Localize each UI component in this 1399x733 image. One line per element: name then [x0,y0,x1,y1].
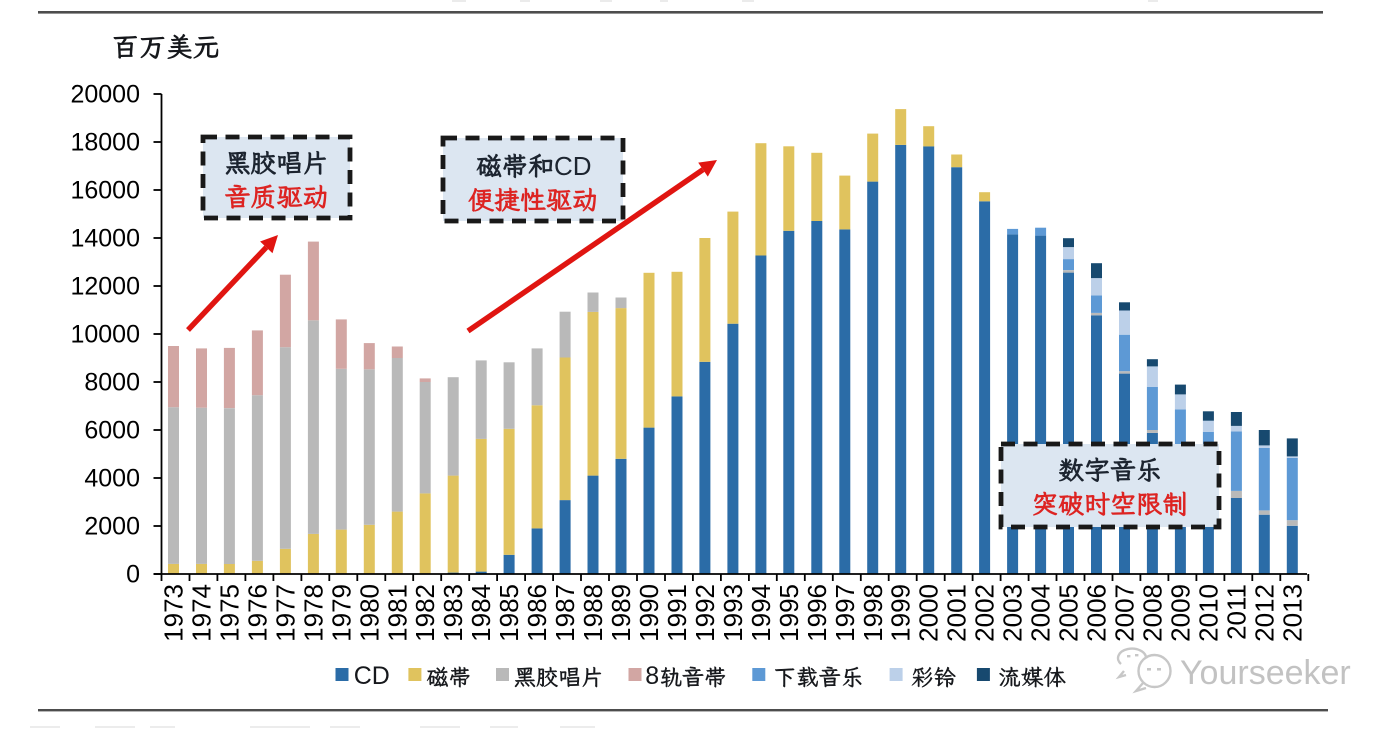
svg-text:10000: 10000 [70,321,140,349]
svg-text:4000: 4000 [84,465,140,493]
svg-text:1974: 1974 [187,584,217,642]
svg-text:1980: 1980 [354,584,384,642]
svg-text:1975: 1975 [214,584,244,642]
svg-text:8: 8 [645,662,659,690]
svg-text:1973: 1973 [159,584,189,642]
svg-text:CD: CD [354,662,390,690]
svg-text:1976: 1976 [242,584,272,642]
svg-text:2013: 2013 [1277,584,1307,642]
svg-text:6000: 6000 [84,417,140,445]
svg-text:CD: CD [554,151,592,181]
svg-text:2005: 2005 [1054,584,1084,642]
svg-text:2007: 2007 [1110,584,1140,642]
svg-text:1987: 1987 [550,584,580,642]
svg-text:1986: 1986 [522,584,552,642]
svg-text:12000: 12000 [70,273,140,301]
svg-text:1982: 1982 [410,584,440,642]
svg-text:1994: 1994 [746,584,776,642]
svg-text:14000: 14000 [70,225,140,253]
svg-text:1991: 1991 [662,584,692,642]
svg-text:1978: 1978 [298,584,328,642]
svg-text:1988: 1988 [578,584,608,642]
svg-text:2000: 2000 [914,584,944,642]
svg-text:20000: 20000 [70,81,140,109]
svg-text:2006: 2006 [1082,584,1112,642]
svg-text:Yourseeker: Yourseeker [1180,654,1351,692]
svg-text:1998: 1998 [858,584,888,642]
svg-text:1999: 1999 [886,584,916,642]
svg-text:2003: 2003 [998,584,1028,642]
svg-text:1990: 1990 [634,584,664,642]
svg-text:2001: 2001 [942,584,972,642]
svg-text:1985: 1985 [494,584,524,642]
svg-text:1989: 1989 [606,584,636,642]
svg-text:2010: 2010 [1193,584,1223,642]
svg-text:1984: 1984 [466,584,496,642]
svg-text:0: 0 [126,561,140,589]
svg-text:2004: 2004 [1026,584,1056,642]
svg-text:18000: 18000 [70,129,140,157]
svg-text:1995: 1995 [774,584,804,642]
svg-text:1979: 1979 [326,584,356,642]
svg-text:1977: 1977 [270,584,300,642]
svg-text:1983: 1983 [438,584,468,642]
svg-text:1997: 1997 [830,584,860,642]
svg-text:2000: 2000 [84,513,140,541]
svg-text:8000: 8000 [84,369,140,397]
svg-text:1992: 1992 [690,584,720,642]
svg-text:2011: 2011 [1221,584,1251,640]
svg-text:2008: 2008 [1137,584,1167,642]
svg-text:1981: 1981 [382,584,412,642]
svg-text:2002: 2002 [970,584,1000,642]
svg-text:2012: 2012 [1249,584,1279,642]
svg-text:2009: 2009 [1165,584,1195,642]
svg-text:1993: 1993 [718,584,748,642]
svg-text:16000: 16000 [70,177,140,205]
svg-text:1996: 1996 [802,584,832,642]
